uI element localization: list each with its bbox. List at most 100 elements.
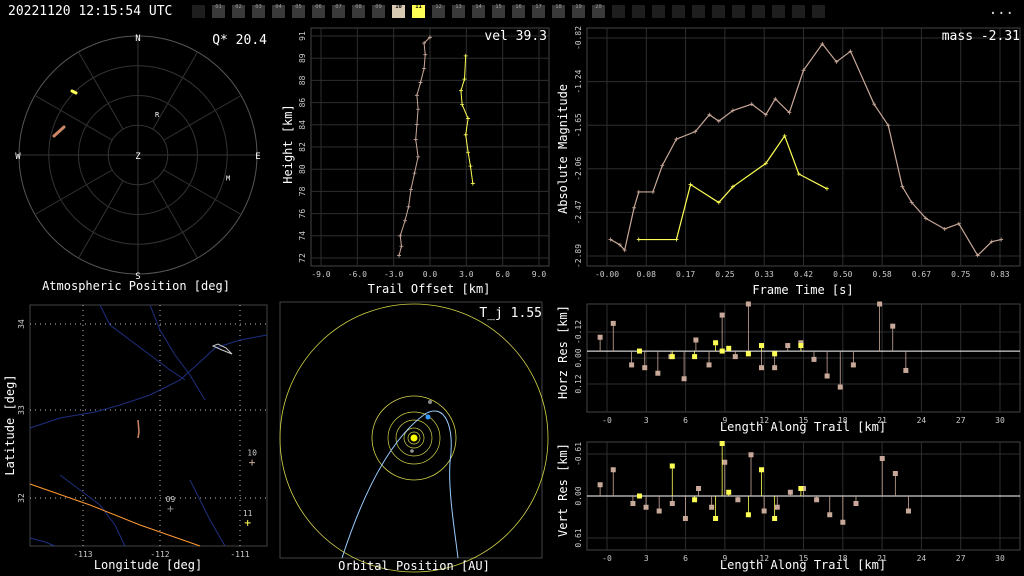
x-tick-label: 18 xyxy=(838,416,848,425)
series-point xyxy=(730,184,735,189)
station-20[interactable]: 20 xyxy=(592,4,605,18)
river xyxy=(189,479,226,547)
station-11[interactable]: 11 xyxy=(412,4,425,18)
station-19[interactable]: 19 xyxy=(572,4,585,18)
station-slot-22[interactable] xyxy=(632,5,645,18)
x-tick-label: 0.42 xyxy=(794,270,813,279)
station-18[interactable]: 18 xyxy=(552,4,565,18)
station-label: 18 xyxy=(555,4,562,10)
station-slot-25[interactable] xyxy=(692,5,705,18)
station-16[interactable]: 16 xyxy=(512,4,525,18)
residual-point xyxy=(610,467,616,473)
station-06[interactable]: 06 xyxy=(312,4,325,18)
residual-point xyxy=(669,501,675,506)
series-point xyxy=(900,184,905,189)
station-12[interactable]: 12 xyxy=(432,4,445,18)
x-tick-label: 21 xyxy=(877,554,887,563)
station-04[interactable]: 04 xyxy=(272,4,285,18)
series-point xyxy=(716,200,721,205)
station-slot-24[interactable] xyxy=(672,5,685,18)
station-slot-26[interactable] xyxy=(712,5,725,18)
station-05[interactable]: 05 xyxy=(292,4,305,18)
series-point xyxy=(406,204,411,209)
sky-track-b xyxy=(52,125,66,138)
station-slot-28[interactable] xyxy=(752,5,765,18)
y-tick-label: -0.12 xyxy=(574,320,583,344)
zenith-label: Z xyxy=(135,152,141,162)
x-tick-label: 24 xyxy=(917,416,927,425)
residual-point xyxy=(759,343,765,349)
station-label: 07 xyxy=(335,4,342,10)
series-point xyxy=(422,41,427,46)
station-01[interactable]: 01 xyxy=(212,4,225,18)
station-03[interactable]: 03 xyxy=(252,4,265,18)
station-label: 16 xyxy=(515,4,522,10)
station-slot-0[interactable] xyxy=(192,5,205,18)
station-slot-31[interactable] xyxy=(812,5,825,18)
x-tick-label: 0.17 xyxy=(676,270,695,279)
series-point xyxy=(825,186,830,191)
residual-point xyxy=(877,301,883,307)
residual-point xyxy=(706,362,712,368)
station-marker-label: 09 xyxy=(166,495,176,504)
ground-track xyxy=(137,419,140,439)
station-slot-23[interactable] xyxy=(652,5,665,18)
series-point xyxy=(787,110,792,115)
sky-title: Atmospheric Position [deg] xyxy=(42,279,230,293)
station-slot-21[interactable] xyxy=(612,5,625,18)
residual-point xyxy=(692,354,698,360)
station-label: 15 xyxy=(495,4,502,10)
station-08[interactable]: 08 xyxy=(352,4,365,18)
outer-orbit xyxy=(279,303,549,573)
planet-orbit xyxy=(403,427,425,449)
east-label: E xyxy=(255,152,260,162)
residual-point xyxy=(814,497,820,503)
y-tick-label: 86 xyxy=(298,98,307,108)
series-point xyxy=(796,171,801,176)
station-14[interactable]: 14 xyxy=(472,4,485,18)
residual-point xyxy=(669,354,675,360)
series-point xyxy=(458,88,463,93)
atmospheric-position-chart: R M N S E W Z Q* 20.4 Atmospheric Positio… xyxy=(15,33,267,293)
y-tick-label: -2.89 xyxy=(574,244,583,268)
series-point xyxy=(428,35,432,40)
sky-spoke xyxy=(34,95,113,141)
menu-button[interactable]: ... xyxy=(988,2,1014,18)
series-point xyxy=(468,164,473,169)
residual-point xyxy=(709,504,715,510)
x-tick-label: 12 xyxy=(759,554,769,563)
station-marker-label: 11 xyxy=(243,509,253,518)
residual-point xyxy=(722,459,728,465)
station-slot-29[interactable] xyxy=(772,5,785,18)
station-15[interactable]: 15 xyxy=(492,4,505,18)
series-point xyxy=(418,80,423,85)
vert-xlabel: Length Along Trail [km] xyxy=(720,558,886,572)
station-02[interactable]: 02 xyxy=(232,4,245,18)
series-point xyxy=(848,49,853,54)
series-point xyxy=(423,52,428,57)
series-point xyxy=(414,122,419,127)
station-marker xyxy=(249,459,256,466)
series-point xyxy=(716,119,721,124)
latitude-tick-label: 32 xyxy=(17,493,26,503)
x-tick-label: 0.0 xyxy=(423,270,438,279)
residual-point xyxy=(892,471,898,476)
residual-point xyxy=(597,334,603,340)
station-slot-27[interactable] xyxy=(732,5,745,18)
residual-point xyxy=(682,516,688,521)
station-09[interactable]: 09 xyxy=(372,4,385,18)
residual-point xyxy=(610,320,616,326)
x-tick-label: -6.0 xyxy=(348,270,367,279)
vertical-residual-chart: -0 3 6 9 12 15 18 21 24 27 30 0.61 0.00 -0.61 Length … xyxy=(556,441,1021,572)
station-slot-30[interactable] xyxy=(792,5,805,18)
series-line-1 xyxy=(460,55,474,184)
station-10[interactable]: 10 xyxy=(392,4,405,18)
x-tick-label: 0.83 xyxy=(990,270,1009,279)
station-07[interactable]: 07 xyxy=(332,4,345,18)
station-13[interactable]: 13 xyxy=(452,4,465,18)
residual-point xyxy=(643,504,649,510)
station-label: 10 xyxy=(395,4,402,10)
horz-ylabel: Horz Res [km] xyxy=(556,305,570,399)
station-17[interactable]: 17 xyxy=(532,4,545,18)
residual-point xyxy=(630,501,636,506)
